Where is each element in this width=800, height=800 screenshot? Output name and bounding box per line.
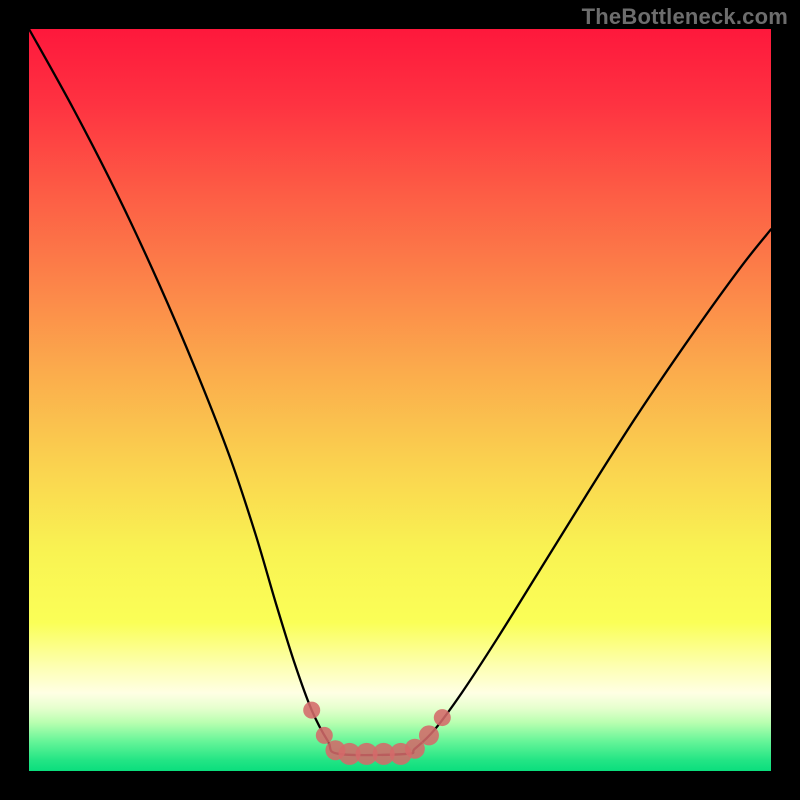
curve-marker bbox=[434, 709, 451, 726]
bottleneck-chart-svg bbox=[0, 0, 800, 800]
plot-gradient-background bbox=[29, 29, 771, 771]
curve-marker bbox=[316, 727, 333, 744]
curve-marker bbox=[303, 702, 320, 719]
chart-container: TheBottleneck.com bbox=[0, 0, 800, 800]
watermark-text: TheBottleneck.com bbox=[582, 4, 788, 30]
curve-marker bbox=[419, 725, 439, 745]
